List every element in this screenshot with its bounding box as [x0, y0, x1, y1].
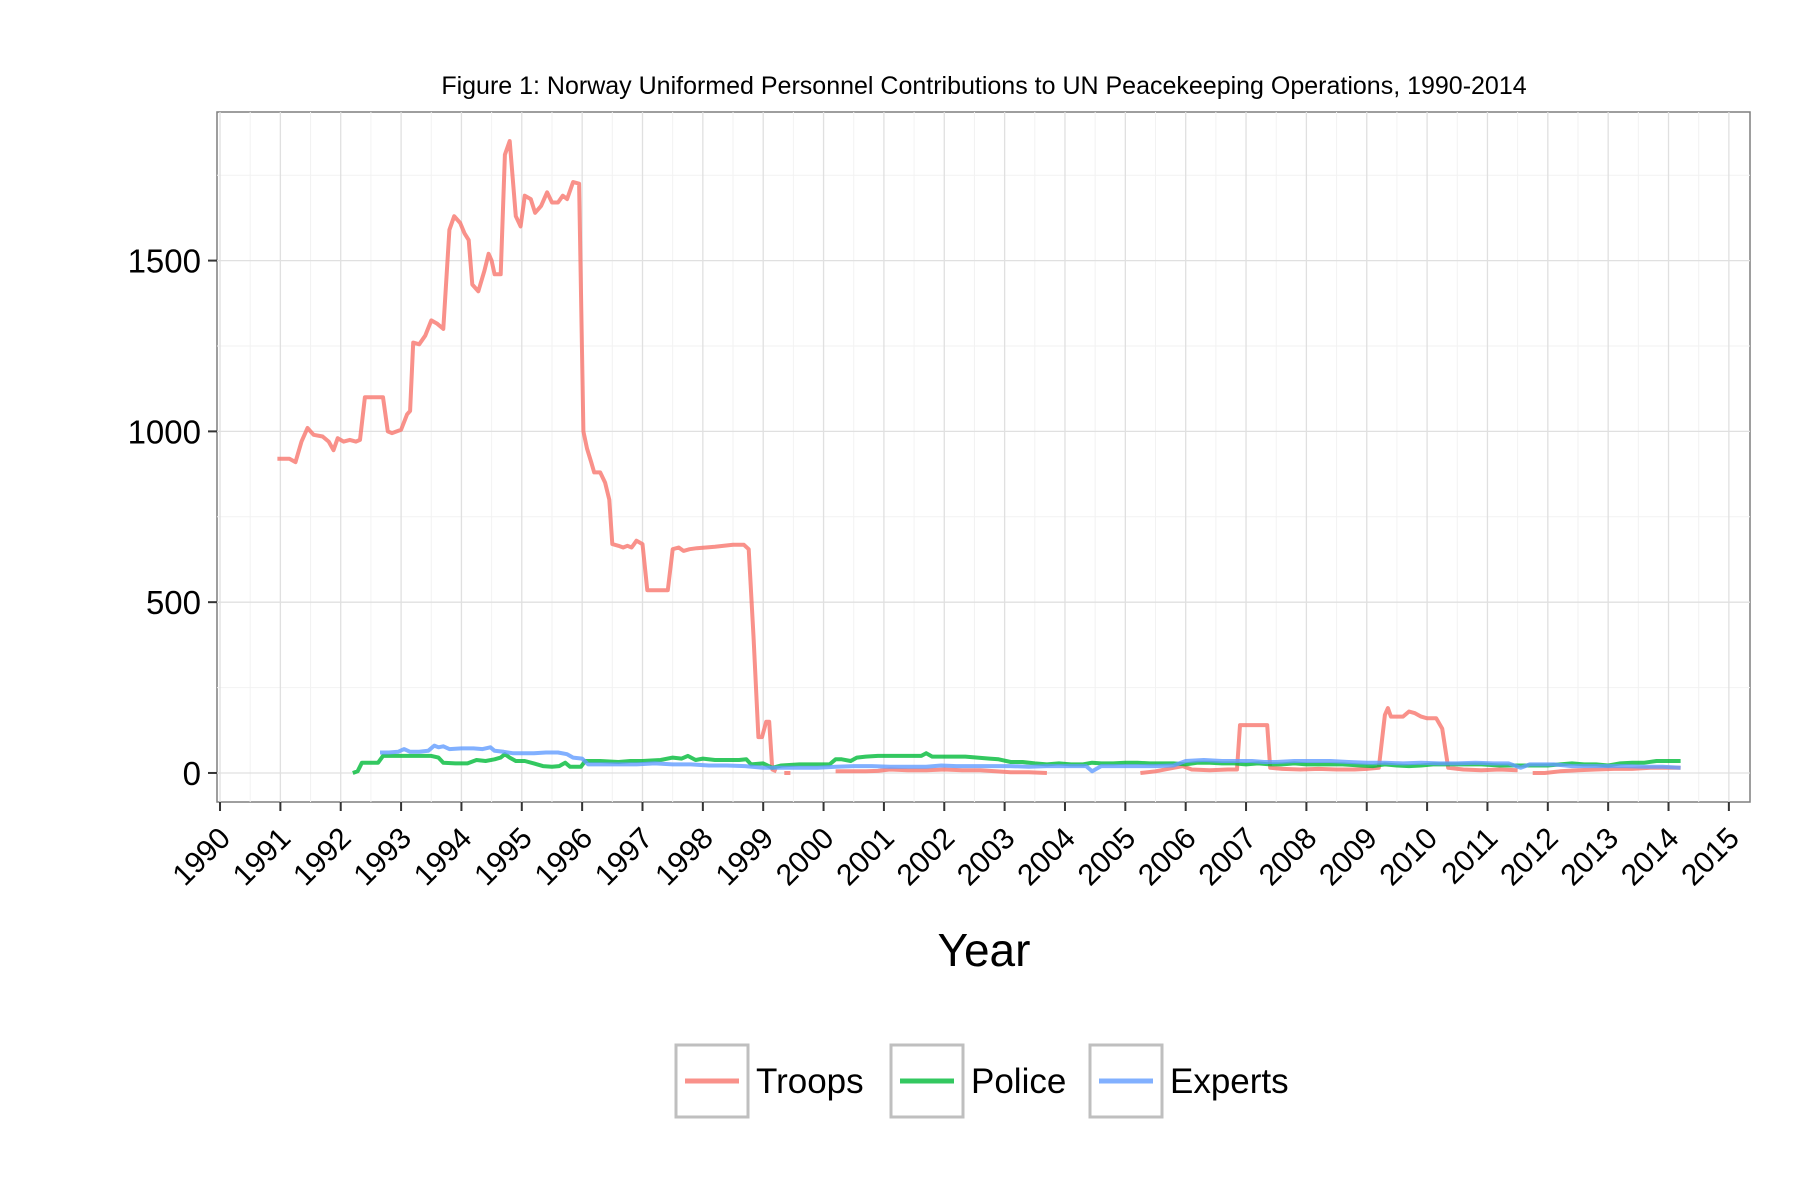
x-tick-label: 2007 [1192, 822, 1263, 893]
x-tick-label: 1996 [529, 822, 600, 893]
x-tick-label: 1995 [468, 822, 539, 893]
x-tick-label: 2013 [1555, 822, 1626, 893]
x-tick-label: 2010 [1374, 822, 1445, 893]
legend: Troops Police Experts [674, 1043, 1289, 1119]
x-tick-label: 2004 [1011, 822, 1082, 893]
x-tick-label: 2002 [891, 822, 962, 893]
x-axis: 1990199119921993199419951996199719981999… [166, 802, 1746, 893]
legend-label-police: Police [971, 1062, 1066, 1101]
series-lines [277, 139, 1681, 775]
x-tick-label: 2015 [1675, 822, 1746, 893]
y-tick-label: 0 [183, 755, 201, 792]
series-line-troops [277, 139, 778, 774]
x-tick-label: 1992 [287, 822, 358, 893]
x-tick-label: 2012 [1494, 822, 1565, 893]
y-tick-label: 1000 [128, 413, 201, 450]
chart-title: Figure 1: Norway Uniformed Personnel Con… [441, 72, 1526, 100]
x-tick-label: 1991 [227, 822, 298, 893]
plot-panel [216, 111, 1751, 803]
y-axis: 0 500 1000 1500 [128, 243, 217, 792]
x-axis-title: Year [938, 924, 1031, 976]
minor-grid [217, 112, 1750, 802]
series-line-troops [1140, 706, 1518, 775]
x-tick-label: 1994 [408, 822, 479, 893]
x-tick-label: 1997 [589, 822, 660, 893]
x-tick-label: 2008 [1253, 822, 1324, 893]
x-tick-label: 2009 [1313, 822, 1384, 893]
series-line-troops [835, 767, 1047, 775]
x-tick-label: 2005 [1072, 822, 1143, 893]
x-tick-label: 2001 [830, 822, 901, 893]
x-tick-label: 2006 [1132, 822, 1203, 893]
x-tick-label: 1990 [166, 822, 237, 893]
x-tick-label: 1998 [649, 822, 720, 893]
legend-label-experts: Experts [1170, 1062, 1289, 1101]
x-tick-label: 1999 [710, 822, 781, 893]
x-tick-label: 1993 [347, 822, 418, 893]
x-tick-label: 2000 [770, 822, 841, 893]
y-tick-label: 500 [146, 584, 201, 621]
x-tick-label: 2014 [1615, 822, 1686, 893]
y-tick-label: 1500 [128, 243, 201, 280]
x-tick-label: 2003 [951, 822, 1022, 893]
series-line-experts [380, 743, 1681, 774]
legend-label-troops: Troops [756, 1062, 864, 1101]
series-line-police [352, 751, 1681, 775]
x-tick-label: 2011 [1435, 822, 1504, 891]
